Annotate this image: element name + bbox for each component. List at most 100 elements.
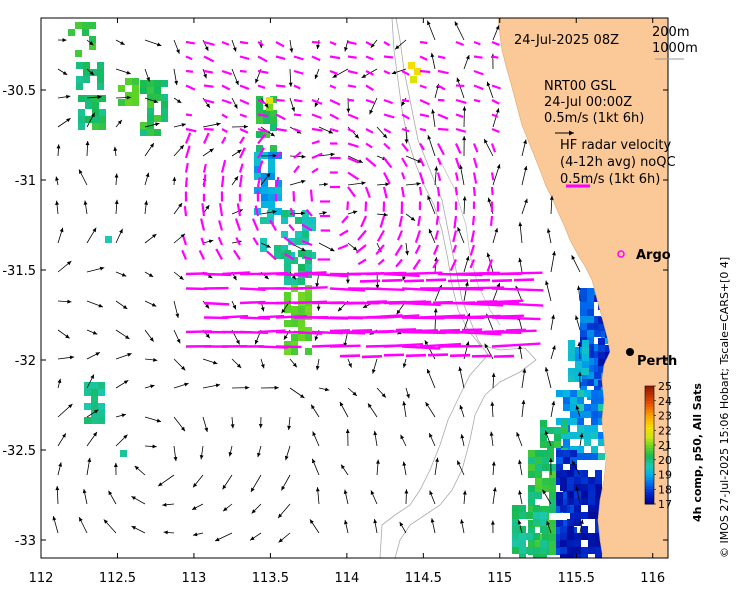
- sst-pixel: [533, 547, 540, 554]
- colorbar-segment: [645, 433, 654, 437]
- vector-shaft: [239, 113, 248, 118]
- vector-head: [58, 462, 63, 467]
- vector-head: [232, 47, 237, 52]
- vector-shaft: [329, 55, 341, 60]
- vector-head: [266, 244, 271, 248]
- sst-pixel: [98, 417, 105, 424]
- sst-pixel: [577, 411, 584, 418]
- vector-shaft: [425, 278, 447, 282]
- vector-shaft: [347, 171, 359, 181]
- sst-pixel: [567, 470, 574, 477]
- vector-shaft: [257, 84, 266, 89]
- vector-shaft: [436, 157, 442, 166]
- vector-head: [465, 256, 470, 261]
- vector-head: [345, 428, 350, 434]
- sst-pixel: [574, 470, 581, 477]
- sst-pixel: [582, 368, 589, 375]
- sst-pixel: [577, 446, 584, 453]
- sst-pixel: [567, 554, 574, 558]
- vector-head: [55, 200, 59, 205]
- vector-shaft: [491, 113, 499, 118]
- vector-head: [399, 521, 404, 527]
- sst-pixel: [588, 547, 595, 554]
- sst-pixel: [595, 477, 602, 484]
- sst-pixel: [595, 533, 602, 540]
- vector-head: [152, 234, 157, 239]
- vector-head: [114, 199, 119, 204]
- perth-label: Perth: [637, 354, 677, 369]
- vector-head: [205, 333, 210, 339]
- sst-pixel: [288, 252, 295, 259]
- vector-head: [184, 382, 189, 387]
- vector-head: [55, 485, 60, 491]
- vector-shaft: [357, 258, 367, 266]
- vector-shaft: [473, 55, 483, 59]
- vector-head: [281, 308, 286, 314]
- vector-head: [234, 176, 239, 181]
- vector-head: [205, 103, 210, 108]
- sst-pixel: [298, 250, 305, 257]
- vector-shaft: [347, 69, 358, 75]
- sst-pixel: [549, 492, 556, 499]
- sst-pixel: [270, 117, 277, 124]
- sst-pixel: [591, 404, 598, 411]
- vector-shaft: [401, 98, 410, 103]
- vector-shaft: [347, 156, 359, 164]
- colorbar-segment: [645, 465, 654, 470]
- colorbar-tick-label-2: 23: [658, 410, 672, 423]
- sst-pixel: [560, 470, 567, 477]
- vector-head: [216, 122, 221, 127]
- sst-pixel: [574, 512, 581, 519]
- sst-pixel: [549, 499, 556, 506]
- sst-pixel: [261, 173, 268, 180]
- vector-shaft: [365, 157, 377, 168]
- vector-shaft: [365, 287, 405, 292]
- sst-pixel: [542, 450, 549, 457]
- vector-shaft: [257, 69, 269, 74]
- sst-pixel: [410, 76, 417, 83]
- sst-pixel: [275, 194, 282, 201]
- vector-head: [324, 387, 330, 392]
- vector-shaft: [383, 272, 420, 277]
- vector-shaft: [235, 237, 241, 246]
- vector-shaft: [257, 133, 267, 145]
- vector-shaft: [293, 286, 328, 290]
- sst-pixel: [83, 69, 90, 76]
- sst-pixel: [98, 382, 105, 389]
- vector-head: [204, 427, 209, 433]
- sst-pixel: [519, 540, 526, 547]
- vector-head: [62, 38, 67, 43]
- sst-pixel: [556, 464, 563, 471]
- vector-shaft: [275, 272, 309, 277]
- vector-head: [114, 173, 119, 178]
- sst-pixel: [582, 361, 589, 368]
- sst-pixel: [595, 526, 602, 533]
- vector-shaft: [453, 215, 458, 229]
- sst-pixel: [535, 464, 542, 471]
- sst-pixel: [587, 316, 594, 323]
- sst-pixel: [125, 78, 132, 85]
- sst-pixel: [263, 117, 270, 124]
- vector-head: [228, 452, 233, 457]
- radar-label-line1: HF radar velocity: [560, 138, 672, 153]
- sst-pixel: [512, 505, 519, 512]
- colorbar-segment: [645, 391, 654, 396]
- sst-pixel: [549, 520, 556, 527]
- vector-shaft: [329, 69, 338, 75]
- vector-head: [373, 430, 378, 436]
- sst-pixel: [595, 470, 602, 477]
- vector-head: [427, 135, 432, 140]
- sst-pixel: [298, 334, 305, 341]
- sst-pixel: [99, 95, 106, 102]
- vector-shaft: [486, 259, 494, 272]
- vector-head: [176, 49, 180, 54]
- sst-pixel: [570, 404, 577, 411]
- sst-pixel: [256, 145, 263, 152]
- vector-shaft: [383, 128, 392, 134]
- vector-shaft: [203, 98, 215, 104]
- sst-pixel: [291, 341, 298, 348]
- vector-shaft: [329, 84, 337, 90]
- vector-shaft: [432, 258, 439, 269]
- vector-shaft: [433, 244, 440, 255]
- sst-pixel: [567, 540, 574, 547]
